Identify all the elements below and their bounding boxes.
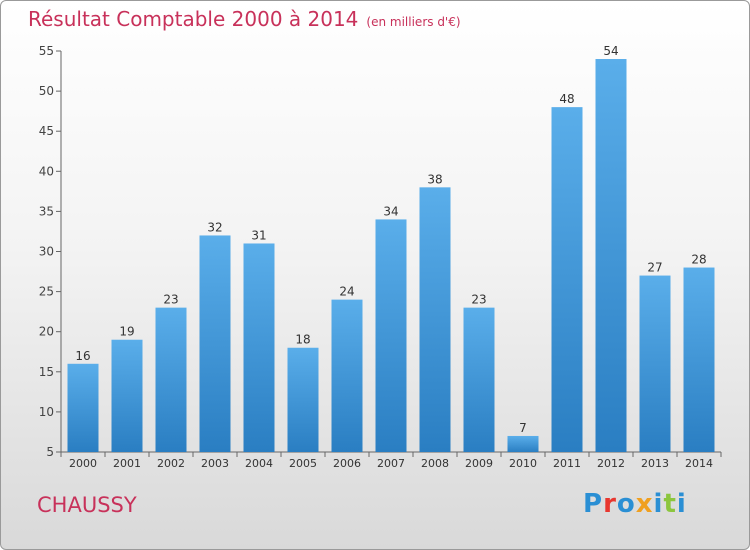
x-tick-label: 2000 <box>69 457 97 470</box>
y-tick-label: 50 <box>39 84 54 98</box>
bar <box>551 107 583 452</box>
bar <box>111 339 143 452</box>
x-tick-label: 2003 <box>201 457 229 470</box>
bar <box>243 243 275 452</box>
logo-letter: i <box>653 489 664 519</box>
logo-letter: P <box>583 489 604 519</box>
logo-letter: o <box>616 489 636 519</box>
x-tick-label: 2005 <box>289 457 317 470</box>
logo-letter: x <box>635 489 654 519</box>
x-tick-label: 2004 <box>245 457 273 470</box>
commune-name: CHAUSSY <box>37 493 137 517</box>
y-axis: 5 10 15 20 25 30 35 40 45 50 55 <box>39 44 62 459</box>
data-label: 38 <box>427 172 442 186</box>
data-label: 23 <box>471 293 486 307</box>
bar <box>287 347 319 452</box>
chart-subtitle: (en milliers d'€) <box>366 15 461 29</box>
bar <box>595 59 627 453</box>
proxiti-logo: Proxiti <box>583 489 687 519</box>
bar <box>155 307 187 452</box>
data-label: 31 <box>251 228 266 242</box>
bar <box>419 187 451 452</box>
data-label: 48 <box>559 92 574 106</box>
x-tick-label: 2002 <box>157 457 185 470</box>
data-label: 24 <box>339 285 354 299</box>
bars: 16 19 23 32 31 18 24 34 38 23 7 48 54 27 28 <box>67 44 715 453</box>
data-label: 28 <box>691 253 706 267</box>
bar <box>683 267 715 452</box>
x-tick-label: 2009 <box>465 457 493 470</box>
y-tick-label: 45 <box>39 124 54 138</box>
data-label: 18 <box>295 333 310 347</box>
bar <box>67 363 99 452</box>
logo-letter: i <box>676 489 687 519</box>
data-label: 54 <box>603 44 618 58</box>
logo-letter: r <box>603 489 617 519</box>
x-tick-label: 2007 <box>377 457 405 470</box>
bar <box>463 307 495 452</box>
x-tick-label: 2013 <box>641 457 669 470</box>
y-tick-label: 20 <box>39 325 54 339</box>
data-label: 7 <box>519 421 527 435</box>
bar <box>199 235 231 452</box>
data-label: 32 <box>207 220 222 234</box>
x-tick-label: 2006 <box>333 457 361 470</box>
x-tick-label: 2010 <box>509 457 537 470</box>
y-tick-label: 15 <box>39 365 54 379</box>
x-tick-label: 2012 <box>597 457 625 470</box>
bar <box>507 435 539 452</box>
bar <box>331 299 363 452</box>
y-tick-label: 10 <box>39 405 54 419</box>
y-tick-label: 55 <box>39 44 54 58</box>
data-label: 27 <box>647 261 662 275</box>
y-tick-label: 35 <box>39 204 54 218</box>
y-tick-label: 25 <box>39 285 54 299</box>
chart-title: Résultat Comptable 2000 à 2014 <box>28 7 359 31</box>
logo-letter: t <box>663 489 677 519</box>
x-tick-label: 2014 <box>685 457 713 470</box>
data-label: 23 <box>163 293 178 307</box>
bar <box>639 275 671 452</box>
data-label: 34 <box>383 204 398 218</box>
data-label: 19 <box>119 325 134 339</box>
x-tick-label: 2001 <box>113 457 141 470</box>
bar <box>375 219 407 452</box>
x-tick-label: 2008 <box>421 457 449 470</box>
y-tick-label: 30 <box>39 245 54 259</box>
chart-header: Résultat Comptable 2000 à 2014 (en millie… <box>28 7 461 31</box>
x-axis: 2000 2001 2002 2003 2004 2005 2006 2007 2008 2009… <box>60 451 722 470</box>
y-tick-label: 5 <box>46 445 54 459</box>
x-tick-label: 2011 <box>553 457 581 470</box>
data-label: 16 <box>75 349 90 363</box>
y-tick-label: 40 <box>39 164 54 178</box>
